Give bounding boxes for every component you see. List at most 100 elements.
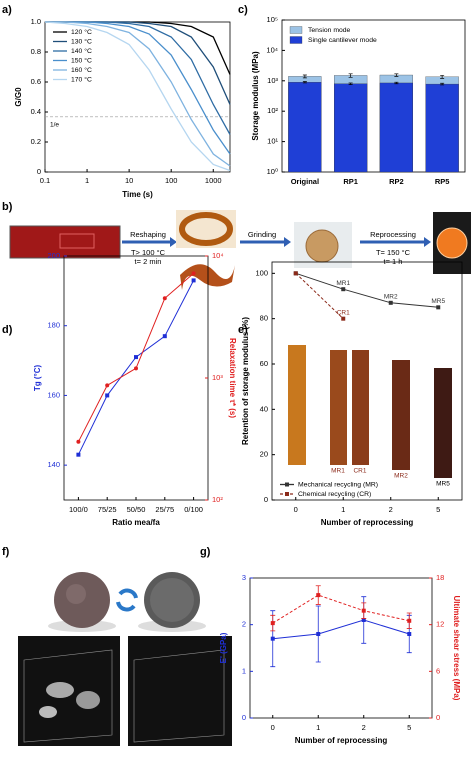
bar — [334, 83, 368, 173]
y-tick-label: 10⁵ — [267, 15, 278, 24]
strip-label: MR5 — [436, 481, 450, 488]
legend-swatch — [289, 26, 303, 34]
ct-box — [23, 649, 113, 743]
step-label: Reshaping — [130, 230, 166, 239]
arrow-head — [424, 237, 431, 247]
strip — [288, 345, 306, 465]
point-label: CR1 — [337, 309, 350, 316]
x-tick-label: 0.1 — [40, 176, 50, 185]
x-tick-label: RP1 — [343, 177, 358, 186]
panel-label: g) — [200, 546, 211, 558]
arrow-head — [284, 237, 291, 247]
x-tick-label: 75/25 — [98, 505, 117, 514]
marker — [191, 278, 196, 283]
y2-axis-label: Ultimate shear stress (MPa) — [452, 596, 461, 701]
step-condition: t= 1 h — [384, 257, 403, 266]
x-tick-label: 2 — [389, 505, 393, 514]
series-line — [272, 619, 410, 640]
x-tick-label: 0 — [294, 505, 298, 514]
marker — [162, 334, 167, 339]
y-tick-label: 10⁴ — [266, 45, 278, 54]
marker — [191, 271, 196, 276]
y-axis-label: G/G0 — [14, 87, 23, 107]
error-bar — [394, 81, 399, 85]
x-axis-label: Time (s) — [122, 190, 153, 199]
x-tick-label: 0/100 — [184, 505, 203, 514]
y2-tick-label: 10² — [212, 495, 223, 504]
plot-frame — [249, 577, 433, 719]
series-line — [295, 272, 344, 320]
marker — [162, 296, 167, 301]
y-tick-label: 160 — [47, 390, 60, 399]
ct-particle — [76, 691, 100, 709]
series-line — [45, 21, 231, 167]
step-condition: T= 150 °C — [376, 248, 411, 257]
legend-label: Single cantilever mode — [308, 37, 377, 44]
point-label: MR5 — [431, 298, 445, 305]
series-line — [45, 21, 231, 155]
panel-label: b) — [2, 201, 13, 213]
error-bar — [302, 81, 307, 84]
y-tick-label: 1.0 — [31, 17, 41, 26]
error-bar — [394, 73, 399, 77]
process-diagram: Reshaping T> 100 °C t= 2 min Grinding Re… — [9, 210, 471, 290]
strip-label: CR1 — [353, 468, 366, 475]
y2-tick-label: 0 — [436, 713, 440, 722]
ct-scan — [128, 636, 232, 746]
reference-label: 1/e — [50, 122, 59, 129]
y-tick-label: 80 — [260, 314, 268, 323]
legend-label: Tension mode — [308, 27, 351, 34]
y-tick-label: 10² — [267, 106, 278, 115]
photo-texture — [66, 584, 86, 604]
plot-frame — [281, 19, 466, 173]
bar — [425, 83, 459, 173]
marker — [293, 271, 298, 276]
bar — [288, 82, 322, 173]
photo-twist — [180, 264, 235, 290]
legend-label: 130 °C — [71, 37, 92, 45]
x-tick-label: 25/75 — [155, 505, 174, 514]
ct-box — [133, 649, 225, 743]
strip — [434, 368, 452, 478]
strip — [330, 350, 347, 465]
y-tick-label: 0.2 — [31, 137, 41, 146]
legend-label: 170 °C — [71, 75, 92, 83]
x-tick-label: Original — [291, 177, 319, 186]
y2-tick-label: 6 — [436, 666, 440, 675]
y-tick-label: 10⁰ — [267, 167, 278, 176]
arrow-head — [170, 237, 177, 247]
photo-disc — [436, 227, 468, 259]
y2-tick-label: 10³ — [212, 373, 223, 382]
bar — [379, 82, 413, 173]
series-line — [44, 21, 231, 172]
panel-label: c) — [238, 4, 248, 16]
y-tick-label: 10¹ — [267, 137, 278, 146]
legend-label: Chemical recycling (CR) — [298, 491, 371, 498]
y-tick-label: 0.6 — [31, 77, 41, 86]
legend-label: 140 °C — [71, 47, 92, 55]
x-axis-label: Ratio mea/fa — [112, 518, 160, 527]
x-tick-label: 5 — [407, 723, 411, 732]
x-tick-label: RP2 — [389, 177, 404, 186]
ct-particle — [39, 706, 57, 718]
y-tick-label: 60 — [260, 359, 268, 368]
y-tick-label: 20 — [260, 450, 268, 459]
panel-label: a) — [2, 4, 12, 16]
legend-label: 150 °C — [71, 56, 92, 64]
marker — [270, 621, 275, 626]
photo-plate — [9, 225, 121, 259]
y-axis-label: Tg (°C) — [33, 365, 42, 392]
strip — [352, 350, 369, 465]
marker — [407, 618, 412, 623]
x-tick-label: 50/50 — [127, 505, 146, 514]
error-bar — [302, 74, 307, 79]
legend-marker — [285, 482, 289, 487]
y-tick-label: 100 — [255, 268, 268, 277]
marker — [316, 632, 321, 636]
plot-frame — [63, 255, 209, 501]
marker — [76, 452, 81, 457]
x-axis-label: Number of reprocessing — [321, 518, 414, 527]
error-bar — [348, 73, 353, 78]
y-tick-label: 40 — [260, 404, 268, 413]
